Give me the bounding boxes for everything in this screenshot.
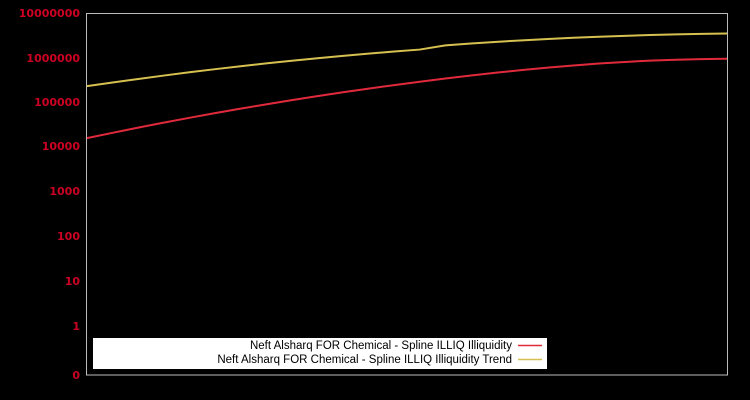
y-tick-label: 1000 <box>49 185 80 198</box>
y-tick-label: 100 <box>57 230 80 243</box>
y-tick-label: 10 <box>65 275 81 288</box>
legend-label-illiquidity: Neft Alsharq FOR Chemical - Spline ILLIQ… <box>250 340 512 352</box>
series-line-illiquidity-trend <box>86 32 728 88</box>
y-axis-tick-labels: 10000000 1000000 100000 10000 1000 100 1… <box>19 7 81 382</box>
chart-legend: Neft Alsharq FOR Chemical - Spline ILLIQ… <box>93 338 547 369</box>
y-tick-label: 0 <box>72 369 80 382</box>
legend-background <box>93 338 547 369</box>
y-tick-label: 100000 <box>34 96 80 109</box>
y-tick-label: 1000000 <box>26 52 80 65</box>
plot-frame <box>86 13 728 376</box>
legend-label-illiquidity-trend: Neft Alsharq FOR Chemical - Spline ILLIQ… <box>217 354 512 366</box>
y-tick-label: 1 <box>72 320 80 333</box>
y-tick-label: 10000000 <box>19 7 81 20</box>
series-line-illiquidity <box>86 57 728 140</box>
y-tick-label: 10000 <box>42 140 81 153</box>
series-group <box>86 32 728 140</box>
